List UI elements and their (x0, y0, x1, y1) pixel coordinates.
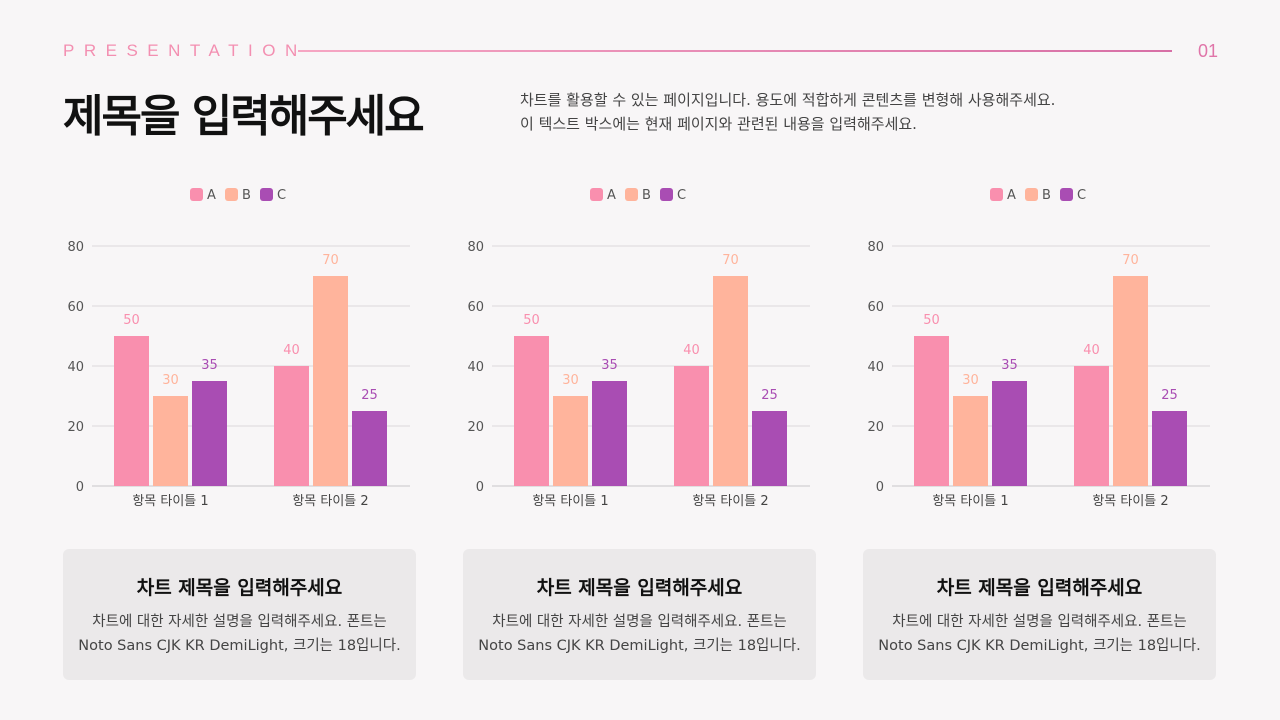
card-description: 차트에 대한 자세한 설명을 입력해주세요. 폰트는 Noto Sans CJK … (478, 614, 801, 654)
data-label: 30 (962, 373, 979, 388)
y-tick-label: 20 (467, 420, 484, 435)
bar-B (153, 396, 188, 486)
chart-card-2: 차트 제목을 입력해주세요 차트에 대한 자세한 설명을 입력해주세요. 폰트는… (463, 549, 816, 680)
chart-card-3: 차트 제목을 입력해주세요 차트에 대한 자세한 설명을 입력해주세요. 폰트는… (863, 549, 1216, 680)
card-title: 차트 제목을 입력해주세요 (936, 577, 1143, 599)
legend-label: C (677, 188, 686, 203)
legend-swatch (225, 188, 238, 201)
data-label: 70 (322, 253, 339, 268)
bar-B (553, 396, 588, 486)
legend-swatch (1060, 188, 1073, 201)
data-label: 30 (562, 373, 579, 388)
bar-C (352, 411, 387, 486)
legend-swatch (590, 188, 603, 201)
data-label: 50 (523, 313, 540, 328)
data-label: 40 (283, 343, 300, 358)
bar-B (713, 276, 748, 486)
legend-label: C (277, 188, 286, 203)
page-description: 차트를 활용할 수 있는 페이지입니다. 용도에 적합하게 콘텐츠를 변형해 사… (520, 88, 1055, 136)
data-label: 70 (722, 253, 739, 268)
bar-C (1152, 411, 1187, 486)
y-tick-label: 80 (867, 240, 884, 255)
x-tick-label: 항목 타이틀 2 (1092, 494, 1168, 509)
y-tick-label: 40 (467, 360, 484, 375)
legend-label: C (1077, 188, 1086, 203)
bar-C (192, 381, 227, 486)
data-label: 50 (923, 313, 940, 328)
legend-swatch (660, 188, 673, 201)
bar-chart-2: 0 20 40 60 80 A B C 50 30 35 항목 타이틀 1 40 70 25 항목 타이틀 2 (452, 180, 832, 520)
legend-label: A (1007, 188, 1016, 203)
kicker-label: PRESENTATION (63, 41, 307, 60)
bar-C (752, 411, 787, 486)
y-tick-label: 60 (67, 300, 84, 315)
data-label: 40 (1083, 343, 1100, 358)
bar-A (514, 336, 549, 486)
card-description: 차트에 대한 자세한 설명을 입력해주세요. 폰트는 Noto Sans CJK … (878, 614, 1201, 654)
y-tick-label: 40 (67, 360, 84, 375)
x-tick-label: 항목 타이틀 1 (932, 494, 1008, 509)
y-tick-label: 60 (467, 300, 484, 315)
legend-label: B (242, 188, 251, 203)
x-tick-label: 항목 타이틀 1 (532, 494, 608, 509)
page-number: 01 (1198, 41, 1219, 61)
data-label: 25 (1161, 388, 1178, 403)
y-tick-label: 20 (67, 420, 84, 435)
bar-C (592, 381, 627, 486)
chart-card-1: 차트 제목을 입력해주세요 차트에 대한 자세한 설명을 입력해주세요. 폰트는… (63, 549, 416, 680)
x-tick-label: 항목 타이틀 2 (692, 494, 768, 509)
legend-label: B (1042, 188, 1051, 203)
bar-C (992, 381, 1027, 486)
bar-B (1113, 276, 1148, 486)
y-tick-label: 0 (76, 480, 84, 495)
card-description: 차트에 대한 자세한 설명을 입력해주세요. 폰트는 Noto Sans CJK … (78, 614, 401, 654)
data-label: 35 (1001, 358, 1018, 373)
header-divider (298, 50, 1172, 52)
bar-B (953, 396, 988, 486)
card-title: 차트 제목을 입력해주세요 (536, 577, 743, 599)
legend-swatch (1025, 188, 1038, 201)
description-line: 이 텍스트 박스에는 현재 페이지와 관련된 내용을 입력해주세요. (520, 115, 917, 133)
data-label: 35 (601, 358, 618, 373)
bar-A (114, 336, 149, 486)
card-title: 차트 제목을 입력해주세요 (136, 577, 343, 599)
legend-swatch (625, 188, 638, 201)
data-label: 30 (162, 373, 179, 388)
data-label: 35 (201, 358, 218, 373)
y-tick-label: 0 (876, 480, 884, 495)
y-tick-label: 20 (867, 420, 884, 435)
data-label: 70 (1122, 253, 1139, 268)
y-tick-label: 60 (867, 300, 884, 315)
x-tick-label: 항목 타이틀 1 (132, 494, 208, 509)
data-label: 40 (683, 343, 700, 358)
y-tick-label: 40 (867, 360, 884, 375)
bar-A (674, 366, 709, 486)
x-tick-label: 항목 타이틀 2 (292, 494, 368, 509)
legend-swatch (190, 188, 203, 201)
bar-B (313, 276, 348, 486)
legend-label: B (642, 188, 651, 203)
bar-chart-1: 0 20 40 60 80 A B C 50 30 35 항목 타이틀 1 40 70 25 항목 타이틀 2 (52, 180, 432, 520)
legend-swatch (990, 188, 1003, 201)
legend-label: A (207, 188, 216, 203)
bar-A (914, 336, 949, 486)
data-label: 25 (761, 388, 778, 403)
bar-A (274, 366, 309, 486)
y-tick-label: 0 (476, 480, 484, 495)
bar-A (1074, 366, 1109, 486)
y-tick-label: 80 (67, 240, 84, 255)
bar-chart-3: 0 20 40 60 80 A B C 50 30 35 항목 타이틀 1 40 70 25 항목 타이틀 2 (852, 180, 1232, 520)
legend-label: A (607, 188, 616, 203)
legend-swatch (260, 188, 273, 201)
page-title: 제목을 입력해주세요 (63, 91, 425, 142)
y-tick-label: 80 (467, 240, 484, 255)
description-line: 차트를 활용할 수 있는 페이지입니다. 용도에 적합하게 콘텐츠를 변형해 사… (520, 91, 1056, 109)
data-label: 50 (123, 313, 140, 328)
data-label: 25 (361, 388, 378, 403)
